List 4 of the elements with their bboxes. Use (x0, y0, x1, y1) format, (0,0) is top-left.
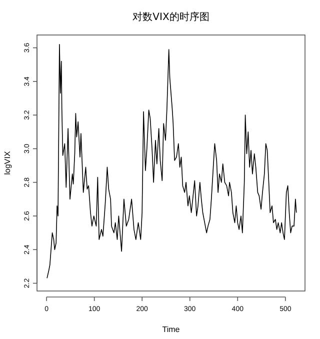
y-axis-title: logVIX (3, 150, 12, 175)
line-series (46, 44, 297, 279)
chart-title: 对数VIX的时序图 (132, 11, 210, 23)
x-axis-title: Time (162, 325, 180, 334)
